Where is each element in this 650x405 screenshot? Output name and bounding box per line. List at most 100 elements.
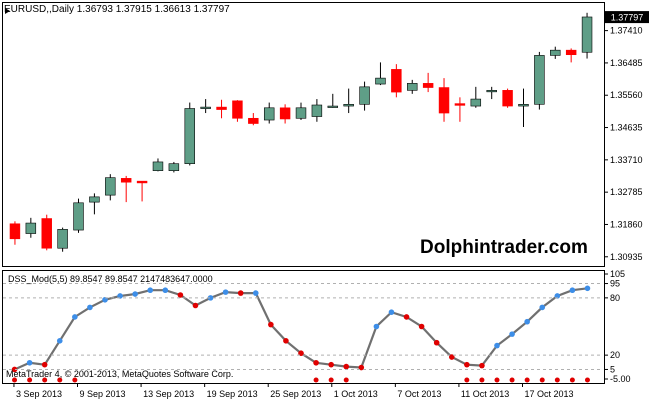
dss-dot-down bbox=[313, 359, 319, 366]
bear-candle-body bbox=[120, 178, 132, 183]
dss-dot-up bbox=[388, 309, 395, 315]
bull-candle-body bbox=[105, 177, 116, 196]
dss-line bbox=[14, 287, 588, 371]
dss-signal-dot bbox=[524, 377, 530, 383]
bear-candle-body bbox=[279, 107, 291, 120]
candle bbox=[25, 217, 37, 238]
candle bbox=[136, 180, 148, 202]
bull-candle-body bbox=[311, 104, 323, 117]
dss-dot-up bbox=[509, 331, 515, 337]
price-axis-label: 1.31860 bbox=[610, 219, 643, 229]
bull-candle-body bbox=[295, 107, 307, 119]
dss-dot-up bbox=[252, 290, 259, 296]
candle bbox=[311, 99, 323, 122]
time-axis-label: 13 Sep 2013 bbox=[143, 389, 194, 399]
bear-candle-body bbox=[565, 49, 577, 56]
dss-axis-label: -5.00 bbox=[610, 374, 631, 384]
bull-candle-body bbox=[89, 196, 100, 203]
copyright-text: MetaTrader 4, © 2001-2013, MetaQuotes So… bbox=[6, 369, 234, 379]
candle bbox=[57, 227, 68, 252]
bull-candle-body bbox=[25, 222, 37, 234]
dss-axis-label: 80 bbox=[610, 293, 620, 303]
time-axis-label: 19 Sep 2013 bbox=[207, 389, 258, 399]
bear-candle-body bbox=[422, 83, 434, 88]
chart-shift-arrow-icon bbox=[5, 8, 10, 14]
dss-dot-up bbox=[162, 287, 169, 294]
bear-candle-body bbox=[232, 100, 243, 119]
dss-dot-down bbox=[464, 361, 470, 368]
dss-dot-down bbox=[418, 323, 425, 330]
candle bbox=[89, 193, 100, 215]
dss-dot-up bbox=[373, 323, 380, 330]
bull-candle-body bbox=[581, 16, 593, 53]
bull-candle-body bbox=[57, 229, 68, 249]
dss-dot-down bbox=[358, 364, 365, 371]
dss-signal-dot bbox=[569, 377, 575, 383]
candle bbox=[359, 81, 370, 111]
bull-candle-body bbox=[343, 104, 354, 107]
bull-candle-body bbox=[407, 83, 418, 91]
indicator-panel-title: DSS_Mod(5,5) 89.8547 89.8547 2147483647.… bbox=[8, 274, 213, 284]
candle bbox=[120, 175, 132, 203]
current-price-badge bbox=[605, 11, 649, 24]
time-axis-label: 7 Oct 2013 bbox=[397, 389, 441, 399]
dss-dot-up bbox=[222, 289, 229, 295]
candle bbox=[470, 86, 482, 108]
dss-dot-up bbox=[207, 295, 214, 301]
bear-candle-body bbox=[9, 223, 21, 240]
time-axis-label: 3 Sep 2013 bbox=[16, 389, 62, 399]
dss-dot-down bbox=[41, 361, 48, 368]
time-axis-label: 9 Sep 2013 bbox=[80, 389, 126, 399]
dss-signal-dot bbox=[343, 377, 349, 383]
bull-candle-body bbox=[168, 163, 180, 171]
candle bbox=[518, 88, 529, 128]
dss-signal-dot bbox=[494, 377, 500, 383]
dss-dot-down bbox=[177, 292, 184, 298]
dss-dot-down bbox=[328, 361, 334, 368]
candle bbox=[184, 102, 195, 166]
dss-dot-down bbox=[237, 290, 244, 296]
candle bbox=[581, 12, 593, 59]
dss-dot-up bbox=[132, 291, 138, 297]
dss-dot-down bbox=[448, 354, 455, 360]
dss-dot-up bbox=[102, 296, 108, 303]
indicator-panel-frame bbox=[2, 270, 605, 384]
dss-signal-dot bbox=[509, 377, 515, 383]
dss-dot-up bbox=[147, 287, 154, 294]
candle bbox=[454, 97, 466, 122]
bull-candle-body bbox=[152, 161, 164, 171]
candle bbox=[502, 88, 513, 108]
dss-dot-down bbox=[192, 302, 199, 309]
candle bbox=[279, 104, 291, 124]
dss-dot-up bbox=[524, 318, 530, 325]
candle bbox=[168, 161, 180, 173]
bull-candle-body bbox=[200, 106, 211, 109]
price-axis-label: 1.35560 bbox=[610, 90, 643, 100]
bull-candle-body bbox=[73, 202, 84, 231]
time-axis-label: 11 Oct 2013 bbox=[461, 389, 509, 399]
dss-signal-dot bbox=[57, 377, 63, 383]
bear-candle-body bbox=[454, 103, 466, 106]
dss-signal-dot bbox=[27, 377, 33, 383]
candle bbox=[343, 88, 354, 114]
dss-dot-down bbox=[479, 362, 485, 369]
candle bbox=[41, 214, 52, 251]
candle bbox=[105, 174, 116, 201]
candle bbox=[248, 113, 259, 126]
dss-signal-dot bbox=[479, 377, 485, 383]
dss-dot-down bbox=[11, 366, 18, 373]
dss-dot-down bbox=[343, 363, 350, 370]
dss-dot-up bbox=[72, 314, 78, 320]
candle bbox=[438, 78, 450, 122]
dss-axis-label: 95 bbox=[610, 279, 620, 289]
time-axis-label: 1 Oct 2013 bbox=[334, 389, 378, 399]
price-axis-label: 1.30935 bbox=[610, 252, 643, 262]
price-axis-label: 1.34635 bbox=[610, 123, 643, 133]
dss-signal-dot bbox=[12, 377, 18, 383]
bear-candle-body bbox=[248, 117, 259, 124]
candle bbox=[565, 48, 577, 63]
candle bbox=[9, 221, 21, 245]
dss-signal-dot bbox=[584, 377, 590, 383]
